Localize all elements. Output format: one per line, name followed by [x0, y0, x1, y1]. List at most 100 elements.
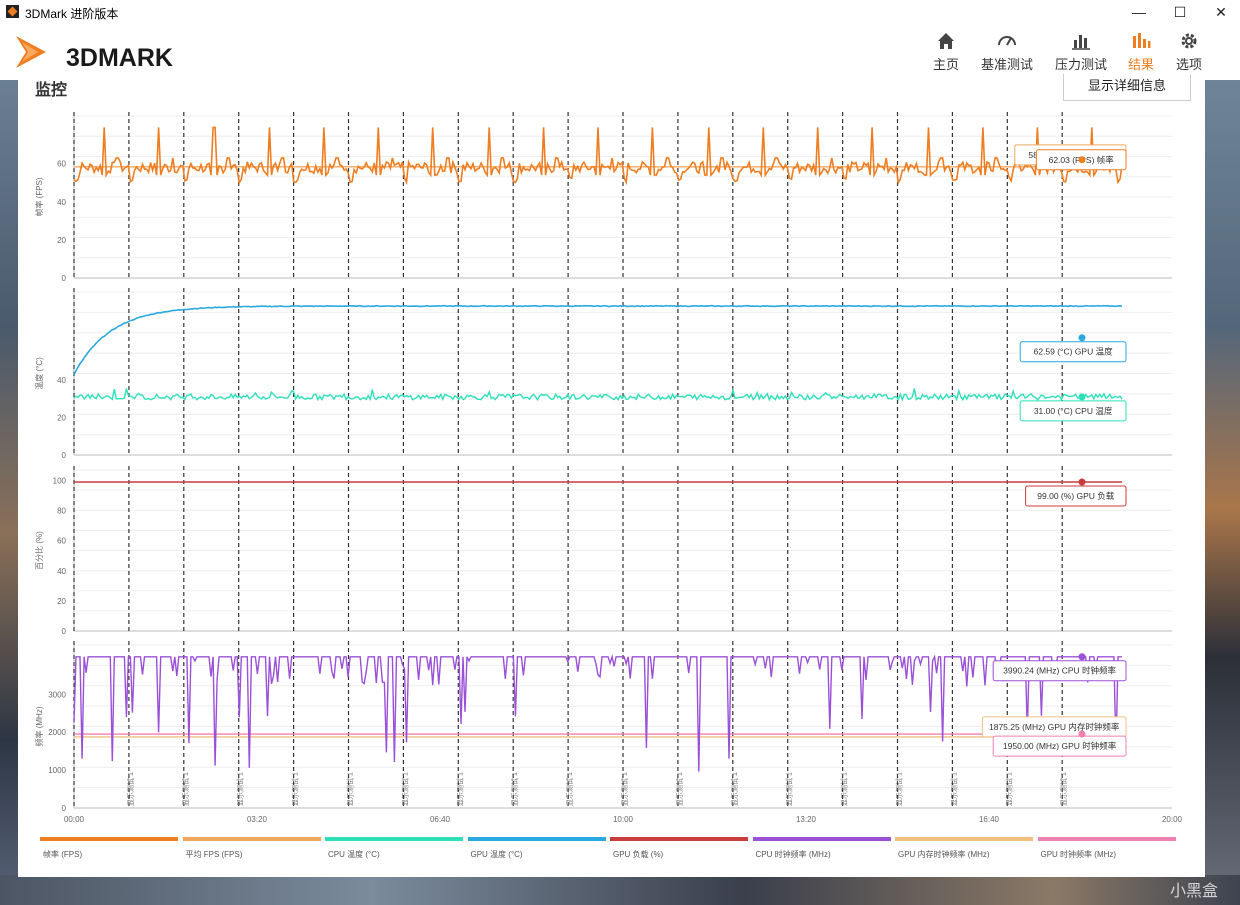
gauge-icon: [998, 36, 1016, 46]
cpu-temp-series: [73, 387, 1123, 402]
tooltip-box: [1019, 400, 1127, 422]
legend-swatch: [1037, 837, 1176, 841]
test-marker-label: 显示测试 1: [400, 772, 409, 806]
x-tick-label: 00:00: [64, 815, 85, 824]
nav-home[interactable]: 主页: [930, 30, 962, 73]
legend-label: GPU 负载 (%): [613, 850, 664, 859]
y-tick-label: 100: [53, 477, 67, 486]
legend-label: 帧率 (FPS): [43, 850, 83, 859]
test-marker-label: 显示测试 1: [730, 772, 739, 806]
y-tick-label: 0: [62, 274, 67, 283]
close-button[interactable]: ✕: [1215, 4, 1227, 20]
gpu-temp-series: [73, 304, 1123, 376]
test-marker-label: 显示测试 1: [949, 772, 958, 806]
legend-label: CPU 温度 (°C): [328, 850, 380, 859]
gear-icon: [1181, 33, 1197, 49]
test-marker-label: 显示测试 1: [510, 772, 519, 806]
app-icon: [6, 5, 19, 18]
y-tick-label: 0: [62, 451, 67, 460]
nav-results[interactable]: 结果: [1125, 30, 1157, 73]
test-marker-label: 显示测试 1: [840, 772, 849, 806]
legend-item[interactable]: 平均 FPS (FPS): [182, 837, 321, 860]
x-tick-label: 06:40: [430, 815, 451, 824]
test-marker-label: 显示测试 1: [1059, 772, 1068, 806]
nav-options-label: 选项: [1175, 57, 1202, 72]
x-tick-label: 13:20: [796, 815, 817, 824]
y-tick-label: 20: [57, 236, 66, 245]
tooltip-text: 1875.25 (MHz) GPU 内存时钟频率: [989, 722, 1120, 732]
nav-results-label: 结果: [1127, 57, 1154, 72]
results-icon: [1133, 33, 1151, 48]
y-axis-label: 帧率 (FPS): [34, 177, 44, 216]
legend-swatch: [182, 837, 321, 841]
test-marker-label: 显示测试 1: [455, 772, 464, 806]
test-marker-label: 显示测试 1: [620, 772, 629, 806]
legend-item[interactable]: 帧率 (FPS): [40, 837, 178, 860]
tooltip-box: [992, 660, 1127, 682]
cpu-clock-series: [73, 654, 1122, 772]
show-details-button[interactable]: 显示详细信息: [1063, 74, 1191, 101]
nav-stress-tests[interactable]: 压力测试: [1052, 30, 1110, 73]
legend-label: GPU 温度 (°C): [470, 850, 523, 859]
legend-swatch: [752, 837, 891, 841]
x-tick-label: 10:00: [613, 815, 634, 824]
tooltip-text: 62.59 (°C) GPU 温度: [1034, 347, 1113, 357]
tooltip-text: 31.00 (°C) CPU 温度: [1034, 406, 1113, 416]
test-marker-label: 显示测试 1: [565, 772, 574, 806]
y-tick-label: 40: [57, 198, 66, 207]
legend-item[interactable]: GPU 负载 (%): [610, 837, 748, 860]
y-tick-label: 0: [62, 627, 67, 636]
series-end-dot: [1078, 478, 1086, 486]
window-title: 3DMark 进阶版本: [25, 7, 119, 21]
legend-item[interactable]: GPU 温度 (°C): [467, 837, 606, 860]
bar-chart-icon: [1072, 35, 1090, 50]
home-icon: [938, 33, 954, 49]
series-end-dot: [1078, 730, 1086, 738]
background-art-bottom: [0, 875, 1240, 905]
series-end-dot: [1078, 653, 1086, 661]
y-tick-label: 60: [57, 537, 66, 546]
legend-swatch: [467, 837, 606, 841]
legend-item[interactable]: CPU 温度 (°C): [325, 837, 463, 860]
legend-label: GPU 内存时钟频率 (MHz): [898, 850, 990, 859]
y-tick-label: 40: [57, 567, 66, 576]
y-axis-label: 百分比 (%): [34, 531, 44, 570]
nav-benchmarks[interactable]: 基准测试: [978, 30, 1036, 73]
legend-label: CPU 时钟频率 (MHz): [755, 850, 831, 859]
legend-item[interactable]: GPU 内存时钟频率 (MHz): [895, 837, 1033, 860]
logo-mark-icon: [16, 36, 46, 68]
legend-label: GPU 时钟频率 (MHz): [1040, 850, 1117, 859]
y-tick-label: 80: [57, 507, 66, 516]
page-title: 监控: [35, 82, 68, 99]
y-tick-label: 60: [57, 160, 66, 169]
series-end-dot: [1078, 393, 1086, 401]
test-marker-label: 显示测试 1: [346, 772, 355, 806]
window-titlebar: 3DMark 进阶版本 — ☐ ✕: [0, 0, 1240, 24]
legend-item[interactable]: CPU 时钟频率 (MHz): [752, 837, 891, 860]
y-tick-label: 20: [57, 597, 66, 606]
nav-options[interactable]: 选项: [1173, 30, 1205, 73]
3dmark-logo[interactable]: 3DMARK: [14, 32, 194, 74]
series-end-dot: [1078, 334, 1086, 342]
legend-label: 平均 FPS (FPS): [185, 850, 243, 859]
test-marker-label: 显示测试 1: [181, 772, 190, 806]
y-tick-label: 40: [57, 376, 66, 385]
nav-home-label: 主页: [932, 57, 959, 72]
tooltip-text: 3990.24 (MHz) CPU 时钟频率: [1003, 666, 1116, 676]
maximize-button[interactable]: ☐: [1173, 4, 1187, 20]
minimize-button[interactable]: —: [1132, 4, 1146, 20]
watermark: 小黑盒: [1169, 883, 1218, 900]
tooltip-box: [1025, 485, 1127, 507]
tooltip-text: 1950.00 (MHz) GPU 时钟频率: [1003, 741, 1117, 751]
legend-item[interactable]: GPU 时钟频率 (MHz): [1037, 837, 1176, 860]
test-marker-label: 显示测试 1: [1004, 772, 1013, 806]
y-axis-label: 频率 (MHz): [34, 706, 44, 746]
test-marker-label: 显示测试 1: [291, 772, 300, 806]
legend-swatch: [325, 837, 463, 841]
x-tick-label: 20:00: [1162, 815, 1183, 824]
x-tick-label: 03:20: [247, 815, 268, 824]
legend-swatch: [610, 837, 748, 841]
tooltip-box: [1019, 341, 1127, 363]
